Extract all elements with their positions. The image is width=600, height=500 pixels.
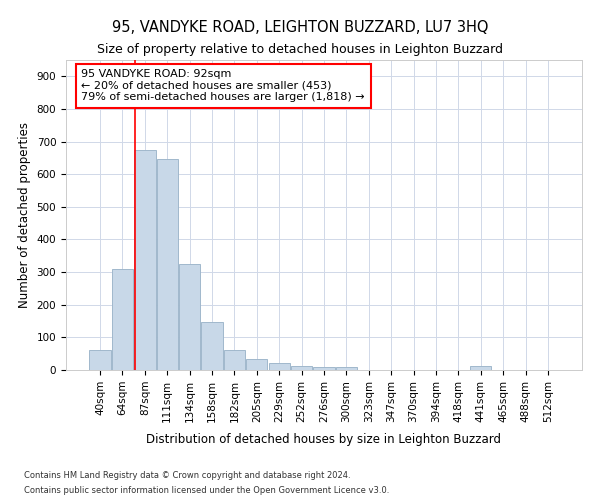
Text: Distribution of detached houses by size in Leighton Buzzard: Distribution of detached houses by size … <box>146 432 502 446</box>
Bar <box>224 350 245 370</box>
Text: Contains HM Land Registry data © Crown copyright and database right 2024.: Contains HM Land Registry data © Crown c… <box>24 471 350 480</box>
Bar <box>89 350 111 370</box>
Text: 95, VANDYKE ROAD, LEIGHTON BUZZARD, LU7 3HQ: 95, VANDYKE ROAD, LEIGHTON BUZZARD, LU7 … <box>112 20 488 35</box>
Bar <box>157 158 178 370</box>
Text: Contains public sector information licensed under the Open Government Licence v3: Contains public sector information licen… <box>24 486 389 495</box>
Bar <box>179 264 200 370</box>
Bar <box>470 366 491 370</box>
Y-axis label: Number of detached properties: Number of detached properties <box>18 122 31 308</box>
Bar <box>291 366 312 370</box>
Bar <box>134 150 155 370</box>
Bar <box>246 358 268 370</box>
Bar <box>336 367 357 370</box>
Text: Size of property relative to detached houses in Leighton Buzzard: Size of property relative to detached ho… <box>97 42 503 56</box>
Bar <box>112 269 133 370</box>
Bar <box>269 364 290 370</box>
Bar <box>313 366 335 370</box>
Text: 95 VANDYKE ROAD: 92sqm
← 20% of detached houses are smaller (453)
79% of semi-de: 95 VANDYKE ROAD: 92sqm ← 20% of detached… <box>82 70 365 102</box>
Bar <box>202 322 223 370</box>
